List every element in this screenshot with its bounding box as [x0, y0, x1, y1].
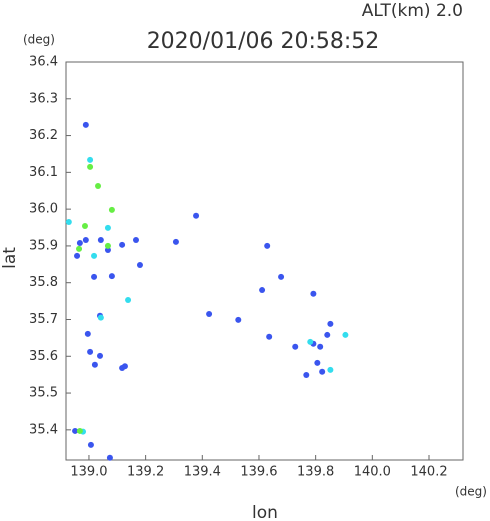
echo-point [121, 363, 128, 370]
echo-point [125, 296, 132, 303]
y-tick-label: 35.5 [29, 386, 58, 401]
x-tick-label: 139.4 [184, 465, 221, 480]
echo-point [319, 368, 326, 375]
y-tick-label: 35.8 [29, 275, 58, 290]
echo-point [292, 343, 299, 350]
echo-point [259, 287, 266, 294]
echo-point [97, 314, 104, 321]
y-tick-label: 36.3 [29, 91, 58, 106]
echo-point [76, 239, 83, 246]
echo-point [91, 252, 98, 259]
echo-point [104, 242, 111, 249]
echo-point [106, 454, 113, 461]
echo-point [104, 224, 111, 231]
y-tick-label: 36.0 [29, 202, 58, 217]
y-tick-label: 35.6 [29, 349, 58, 364]
echo-point [119, 241, 126, 248]
y-tick-label: 35.7 [29, 312, 58, 327]
echo-point [342, 331, 349, 338]
echo-point [84, 330, 91, 337]
echo-point [327, 366, 334, 373]
echo-point [91, 273, 98, 280]
echo-point [87, 156, 94, 163]
echo-point [76, 427, 83, 434]
x-tick-label: 140.0 [354, 465, 391, 480]
echo-point [317, 343, 324, 350]
echo-point [314, 359, 321, 366]
echo-point [95, 182, 102, 189]
echo-point [278, 273, 285, 280]
echo-point [87, 163, 94, 170]
x-tick-label: 140.2 [410, 465, 447, 480]
echo-point [264, 242, 271, 249]
echo-point [324, 331, 331, 338]
y-tick-label: 36.4 [29, 55, 58, 70]
echo-point [327, 320, 334, 327]
echo-point [65, 219, 72, 226]
y-unit: (deg) [23, 33, 55, 47]
x-tick-label: 139.2 [127, 465, 164, 480]
echo-point [87, 441, 94, 448]
echo-point [72, 427, 79, 434]
y-tick-label: 35.4 [29, 422, 58, 437]
echo-point [310, 290, 317, 297]
echo-point [136, 262, 143, 269]
echo-point [81, 223, 88, 230]
echo-point [76, 245, 83, 252]
echo-point [303, 372, 310, 379]
echo-point [266, 333, 273, 340]
plot-frame [65, 61, 464, 461]
x-unit: (deg) [455, 485, 487, 499]
echo-point [87, 348, 94, 355]
subtitle: ALT(km) 2.0 [362, 1, 463, 21]
echo-point [235, 316, 242, 323]
chart-title: 2020/01/06 20:58:52 [147, 29, 380, 54]
echo-point [82, 237, 89, 244]
echo-point [193, 212, 200, 219]
y-tick-label: 35.9 [29, 238, 58, 253]
echo-point [82, 121, 89, 128]
echo-point [132, 237, 139, 244]
echo-point [74, 252, 81, 259]
echo-point [97, 237, 104, 244]
echo-point [97, 352, 104, 359]
x-tick-label: 139.8 [297, 465, 334, 480]
x-axis-label: lon [252, 503, 278, 521]
echo-point [108, 206, 115, 213]
echo-point [206, 310, 213, 317]
x-tick-label: 139.0 [70, 465, 107, 480]
x-tick-label: 139.6 [240, 465, 277, 480]
echo-point [91, 361, 98, 368]
y-axis-label: lat [0, 247, 20, 269]
y-tick-label: 36.1 [29, 165, 58, 180]
echo-point [172, 238, 179, 245]
y-tick-label: 36.2 [29, 128, 58, 143]
echo-point [307, 338, 314, 345]
echo-point [108, 273, 115, 280]
